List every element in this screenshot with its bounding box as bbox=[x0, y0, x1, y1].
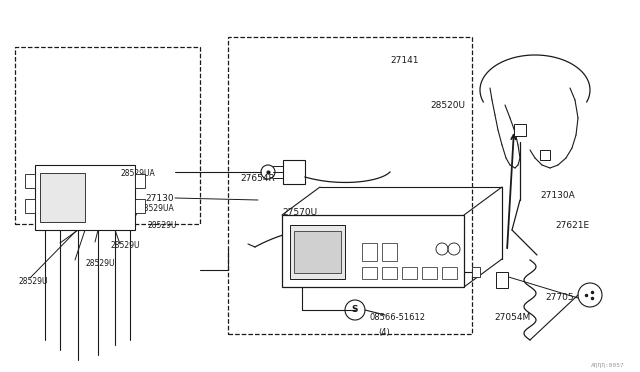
Text: 27570U: 27570U bbox=[282, 208, 317, 217]
Bar bbox=[472, 267, 480, 277]
Text: 28529U: 28529U bbox=[85, 259, 115, 267]
Bar bbox=[362, 243, 377, 261]
Text: 27130: 27130 bbox=[145, 193, 173, 202]
Text: 28520U: 28520U bbox=[430, 100, 465, 109]
Text: 28529U: 28529U bbox=[148, 221, 177, 230]
Text: 28529U: 28529U bbox=[18, 278, 47, 286]
Bar bbox=[382, 267, 397, 279]
Bar bbox=[422, 267, 437, 279]
Bar bbox=[290, 225, 345, 279]
Bar bbox=[15, 47, 200, 224]
Bar bbox=[496, 272, 508, 288]
Text: (4): (4) bbox=[378, 328, 390, 337]
Text: 28529UA: 28529UA bbox=[140, 203, 175, 212]
Bar bbox=[40, 173, 85, 222]
Text: Aηηη:0057: Aηηη:0057 bbox=[591, 362, 625, 368]
Bar bbox=[35, 165, 135, 230]
Bar bbox=[135, 199, 145, 213]
Text: 27054M: 27054M bbox=[494, 314, 531, 323]
Text: 08566-51612: 08566-51612 bbox=[370, 314, 426, 323]
Bar bbox=[294, 231, 341, 273]
Text: 27654R: 27654R bbox=[240, 173, 275, 183]
Bar bbox=[382, 243, 397, 261]
Bar bbox=[25, 199, 35, 213]
Bar bbox=[283, 160, 305, 184]
Bar bbox=[362, 267, 377, 279]
Text: 27130A: 27130A bbox=[540, 190, 575, 199]
Bar bbox=[282, 215, 464, 287]
Bar bbox=[25, 174, 35, 188]
Bar bbox=[228, 37, 472, 334]
Text: 27141: 27141 bbox=[390, 55, 419, 64]
Bar bbox=[514, 124, 526, 136]
Bar bbox=[402, 267, 417, 279]
Text: 28529UA: 28529UA bbox=[120, 169, 155, 177]
Bar bbox=[135, 174, 145, 188]
Text: S: S bbox=[352, 305, 358, 314]
Text: 27621E: 27621E bbox=[555, 221, 589, 230]
Text: 27705: 27705 bbox=[545, 294, 573, 302]
Bar bbox=[540, 150, 550, 160]
Bar bbox=[442, 267, 457, 279]
Text: 28529U: 28529U bbox=[110, 241, 140, 250]
